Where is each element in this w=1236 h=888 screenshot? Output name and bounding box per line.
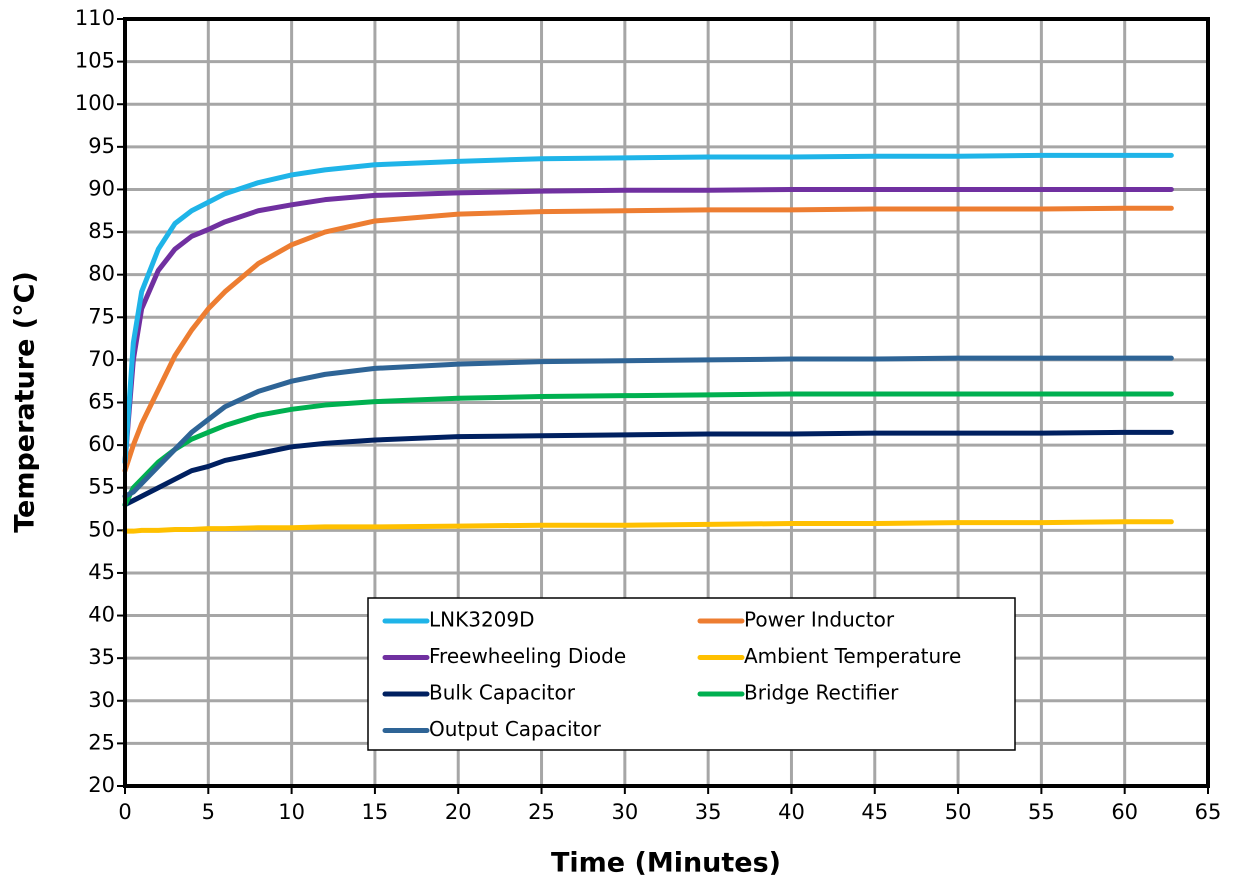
x-tick-label: 45	[861, 800, 888, 824]
x-tick-label: 40	[778, 800, 805, 824]
legend-label: Bulk Capacitor	[429, 681, 576, 705]
y-tick-label: 30	[88, 688, 115, 712]
series-line	[122, 429, 1174, 508]
x-tick-label: 65	[1195, 800, 1222, 824]
legend-label: Bridge Rectifier	[744, 681, 899, 705]
y-tick-label: 105	[75, 49, 115, 73]
x-tick-label: 55	[1028, 800, 1055, 824]
series-line	[122, 519, 1174, 534]
x-tick-label: 20	[445, 800, 472, 824]
x-axis-title: Time (Minutes)	[551, 848, 781, 879]
series-line	[122, 152, 1174, 465]
x-tick-label: 15	[362, 800, 389, 824]
y-tick-label: 25	[88, 730, 115, 754]
y-tick-label: 110	[75, 6, 115, 30]
y-tick-label: 45	[88, 560, 115, 584]
y-tick-label: 50	[88, 517, 115, 541]
y-tick-label: 55	[88, 475, 115, 499]
legend-label: Ambient Temperature	[744, 644, 961, 668]
y-tick-label: 85	[88, 219, 115, 243]
legend-label: Output Capacitor	[429, 717, 602, 741]
plot-border	[123, 17, 1210, 788]
y-tick-label: 35	[88, 645, 115, 669]
y-tick-label: 80	[88, 262, 115, 286]
y-tick-label: 70	[88, 347, 115, 371]
legend-label: Freewheeling Diode	[429, 644, 626, 668]
y-tick-label: 60	[88, 432, 115, 456]
x-tick-label: 30	[611, 800, 638, 824]
x-tick-label: 5	[202, 800, 215, 824]
legend-label: LNK3209D	[429, 608, 535, 632]
x-tick-label: 50	[945, 800, 972, 824]
legend: LNK3209D Power Inductor Freewheeling Diode…	[367, 597, 1016, 751]
x-tick-label: 25	[528, 800, 555, 824]
y-tick-label: 65	[88, 390, 115, 414]
y-tick-label: 75	[88, 304, 115, 328]
y-axis-title: Temperature (°C)	[10, 271, 41, 533]
x-tick-label: 0	[118, 800, 131, 824]
y-tick-label: 100	[75, 91, 115, 115]
series-line	[122, 205, 1174, 474]
legend-box	[367, 597, 1016, 751]
y-tick-label: 95	[88, 134, 115, 158]
x-tick-label: 10	[278, 800, 305, 824]
series-line	[122, 355, 1174, 499]
x-tick-label: 35	[695, 800, 722, 824]
series-line	[122, 186, 1174, 465]
y-tick-label: 40	[88, 603, 115, 627]
y-tick-label: 20	[88, 773, 115, 797]
x-tick-label: 60	[1111, 800, 1138, 824]
y-tick-label: 90	[88, 176, 115, 200]
legend-label: Power Inductor	[744, 608, 895, 632]
